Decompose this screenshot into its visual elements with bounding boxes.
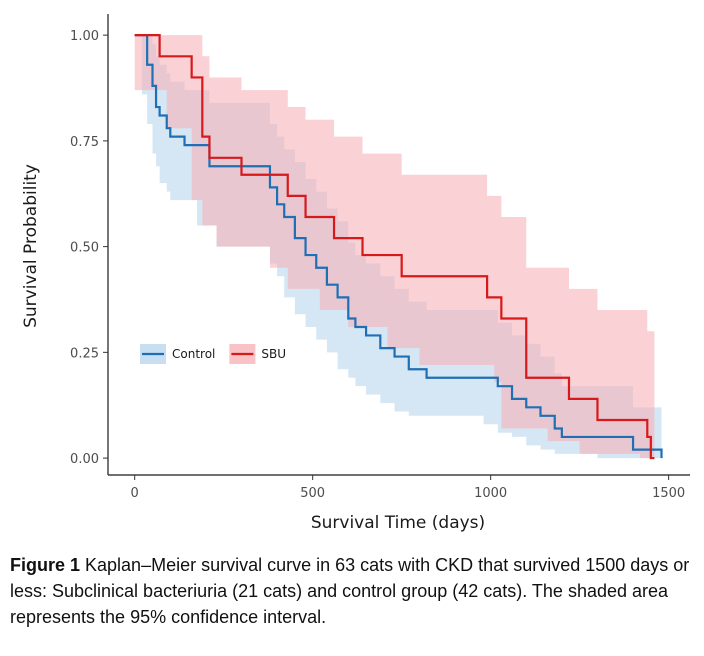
y-axis-ticks: 0.00 0.25 0.50 0.75 1.00 [70,29,108,467]
survival-lines [134,34,663,460]
y-tick-label: 0.00 [70,452,99,467]
y-tick-label: 0.50 [70,241,99,256]
axes [107,14,690,476]
legend-item-control: Control [140,344,215,364]
x-axis-ticks: 0 500 1000 1500 [131,475,685,501]
y-axis-title: Survival Probability [21,164,41,328]
legend-label-sbu: SBU [261,347,286,361]
x-tick-label: 0 [131,486,139,501]
y-tick-label: 1.00 [70,29,99,44]
x-tick-label: 1500 [652,486,685,501]
x-tick-label: 500 [300,486,325,501]
survival-chart: 0 500 1000 1500 0.00 0.25 0.50 0.75 1.00 Surviv… [21,14,690,533]
legend-label-control: Control [172,347,215,361]
control-survival-line [134,34,663,459]
caption-text: Kaplan–Meier survival curve in 63 cats w… [10,555,690,627]
confidence-bands [134,35,662,459]
y-tick-label: 0.75 [70,135,99,150]
sbu-survival-line [134,34,655,460]
legend-item-sbu: SBU [229,344,286,364]
caption-label: Figure 1 [10,555,81,575]
figure-caption: Figure 1 Kaplan–Meier survival curve in … [10,552,694,630]
legend: Control SBU [140,344,286,364]
x-axis-title: Survival Time (days) [311,513,485,533]
y-tick-label: 0.25 [70,346,99,361]
sbu-confidence-band [134,35,655,459]
x-tick-label: 1000 [474,486,507,501]
